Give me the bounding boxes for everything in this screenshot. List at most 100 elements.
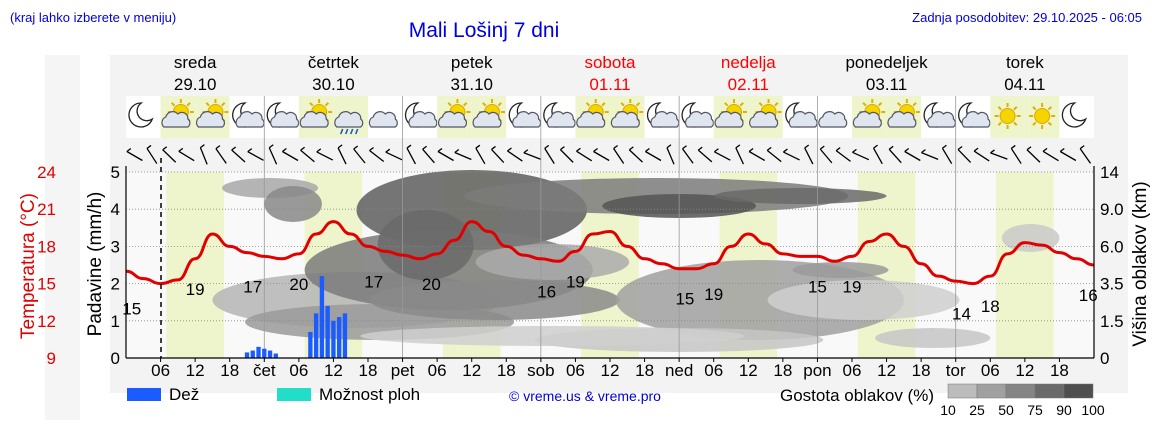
day-date: 02.11 bbox=[728, 75, 769, 94]
wind-barb bbox=[941, 144, 953, 165]
wind-barb bbox=[282, 147, 299, 162]
wind-barb bbox=[406, 144, 417, 165]
barb-feather bbox=[576, 147, 581, 152]
barb-staff bbox=[735, 147, 745, 165]
precip-tick: 3 bbox=[111, 237, 120, 256]
wind-barb bbox=[300, 146, 315, 163]
wind-barb bbox=[697, 146, 713, 163]
barb-staff bbox=[804, 147, 814, 165]
cloud-blob bbox=[264, 186, 322, 222]
barb-staff bbox=[593, 150, 610, 162]
sun-ray bbox=[585, 102, 591, 107]
barb-feather bbox=[560, 146, 565, 151]
barb-staff bbox=[247, 151, 264, 161]
barb-feather bbox=[613, 145, 619, 150]
barb-staff bbox=[215, 148, 227, 164]
sun-ray bbox=[739, 102, 744, 107]
density-level-label: 10 bbox=[940, 402, 956, 418]
credit-link[interactable]: © vreme.us & vreme.pro bbox=[509, 388, 661, 404]
cloud-shape bbox=[714, 111, 744, 128]
moon-cloud-icon bbox=[404, 102, 438, 128]
rain-swatch bbox=[127, 388, 161, 401]
region-hint[interactable]: (kraj lahko izberete v meniju) bbox=[10, 10, 176, 25]
barb-staff bbox=[523, 152, 541, 160]
day-name: nedelja bbox=[721, 53, 776, 72]
precip-tick: 1 bbox=[111, 312, 120, 331]
density-swatch bbox=[947, 383, 978, 399]
barb-staff bbox=[576, 150, 593, 162]
barb-staff bbox=[475, 147, 486, 165]
wind-barb bbox=[681, 145, 694, 164]
barb-feather bbox=[748, 147, 754, 153]
wind-barb bbox=[593, 147, 610, 162]
barb-feather bbox=[146, 144, 152, 149]
barb-feather bbox=[475, 144, 481, 149]
barb-feather bbox=[593, 147, 598, 153]
cloud-blob bbox=[875, 328, 991, 348]
barb-feather bbox=[544, 144, 550, 149]
partly-cloudy-icon bbox=[852, 99, 886, 128]
rain-bar bbox=[262, 348, 267, 358]
rain-bar bbox=[325, 305, 330, 358]
sun-ray bbox=[205, 102, 210, 107]
temperature-label: 17 bbox=[364, 272, 383, 291]
wind-barb bbox=[783, 148, 800, 161]
day-date: 30.10 bbox=[312, 75, 355, 94]
day-name: sobota bbox=[584, 53, 636, 72]
density-swatch bbox=[1005, 383, 1036, 399]
cloud-shape bbox=[472, 111, 502, 128]
x-tick-label: 12 bbox=[1015, 361, 1034, 380]
cloud-shape bbox=[749, 111, 779, 128]
barb-feather bbox=[126, 147, 132, 153]
barb-feather bbox=[973, 147, 979, 152]
x-tick-label: pet bbox=[391, 361, 415, 380]
partly-cloudy-icon bbox=[887, 99, 920, 128]
partly-cloudy-icon bbox=[714, 99, 747, 128]
barb-staff bbox=[748, 150, 766, 162]
x-tick-label: 06 bbox=[428, 361, 447, 380]
x-tick-label: čet bbox=[253, 361, 276, 380]
temp-tick: 24 bbox=[37, 163, 56, 182]
sun-ray bbox=[912, 102, 917, 107]
showers-swatch bbox=[277, 388, 311, 401]
sun-ray bbox=[862, 102, 867, 107]
x-tick-label: sob bbox=[527, 361, 554, 380]
day-date: 04.11 bbox=[1004, 75, 1045, 94]
cloud-height-tick: 14 bbox=[1100, 163, 1119, 182]
x-tick-label: 06 bbox=[843, 361, 862, 380]
barb-feather bbox=[766, 146, 772, 151]
partly-cloudy-icon bbox=[576, 99, 609, 128]
barb-staff bbox=[697, 149, 713, 163]
cloud-shape bbox=[788, 111, 818, 128]
barb-feather bbox=[1026, 146, 1032, 151]
barb-feather bbox=[523, 149, 529, 154]
x-tick-label: 18 bbox=[497, 361, 516, 380]
sun-ray bbox=[1032, 121, 1037, 126]
temperature-label: 19 bbox=[566, 272, 585, 291]
sun-ray bbox=[1047, 106, 1053, 111]
rain-bar bbox=[313, 313, 319, 358]
moon-cloud-icon bbox=[958, 102, 991, 128]
rain-cloud-icon bbox=[334, 111, 364, 135]
barb-staff bbox=[316, 151, 334, 161]
left-margin-band bbox=[45, 55, 80, 420]
cloud-shape bbox=[546, 111, 576, 128]
moon-cloud-icon bbox=[543, 102, 576, 128]
wind-barb bbox=[904, 147, 921, 162]
cloud-density-layer bbox=[212, 170, 1060, 352]
barb-staff bbox=[888, 148, 902, 164]
barb-feather bbox=[1042, 147, 1048, 152]
x-tick-label: 18 bbox=[359, 361, 378, 380]
sun-ray bbox=[309, 102, 314, 107]
day-name: ponedeljek bbox=[845, 53, 928, 72]
barb-feather bbox=[1059, 147, 1065, 153]
day-date: 03.11 bbox=[866, 75, 907, 94]
density-swatch bbox=[976, 383, 1007, 399]
rain-bar bbox=[331, 320, 336, 358]
wind-barb-row bbox=[126, 144, 1092, 165]
wind-barb bbox=[544, 144, 555, 164]
wind-barb bbox=[215, 145, 227, 164]
barb-feather bbox=[406, 144, 412, 149]
day-name: četrtek bbox=[308, 53, 360, 72]
temp-tick: 9 bbox=[47, 349, 56, 368]
